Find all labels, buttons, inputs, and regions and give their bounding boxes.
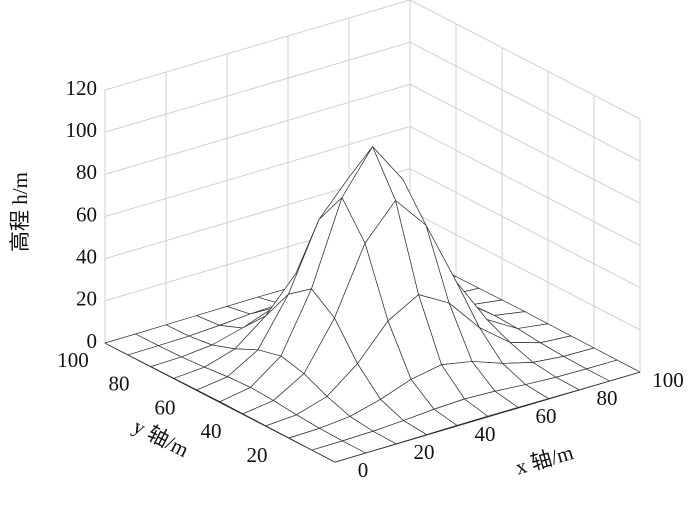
z-tick-label: 20 bbox=[76, 287, 97, 311]
z-tick-label: 80 bbox=[76, 160, 97, 184]
z-tick-label: 0 bbox=[87, 329, 98, 353]
x-tick-label: 40 bbox=[475, 422, 496, 446]
grid-line bbox=[409, 41, 641, 162]
y-axis-label: y 轴/m bbox=[129, 414, 192, 462]
x-axis-label: x 轴/m bbox=[513, 440, 576, 479]
grid-line bbox=[409, 126, 641, 246]
z-axis-label: 高程 h/m bbox=[8, 172, 32, 252]
x-tick-label: 60 bbox=[536, 404, 557, 428]
z-tick-label: 40 bbox=[76, 244, 97, 268]
y-tick-label: 80 bbox=[109, 372, 130, 396]
x-tick-label: 100 bbox=[652, 368, 684, 392]
grid-line bbox=[104, 83, 411, 175]
grid-line bbox=[409, 210, 641, 331]
y-tick-label: 60 bbox=[155, 395, 176, 419]
grid-line bbox=[409, 168, 641, 289]
x-tick-label: 0 bbox=[358, 458, 369, 482]
grid-line bbox=[104, 41, 411, 133]
grid-line bbox=[409, 83, 641, 204]
x-tick-label: 80 bbox=[597, 386, 618, 410]
y-tick-label: 20 bbox=[247, 443, 268, 467]
x-tick-label: 20 bbox=[414, 440, 435, 464]
y-tick-label: 100 bbox=[57, 348, 89, 372]
grid-line bbox=[409, 0, 641, 120]
z-tick-label: 120 bbox=[66, 76, 98, 100]
z-tick-label: 100 bbox=[66, 118, 98, 142]
grid-line bbox=[104, 126, 411, 217]
z-tick-label: 60 bbox=[76, 202, 97, 226]
grid-line bbox=[104, 0, 411, 91]
surface-patch bbox=[311, 440, 366, 463]
y-tick-label: 40 bbox=[201, 419, 222, 443]
